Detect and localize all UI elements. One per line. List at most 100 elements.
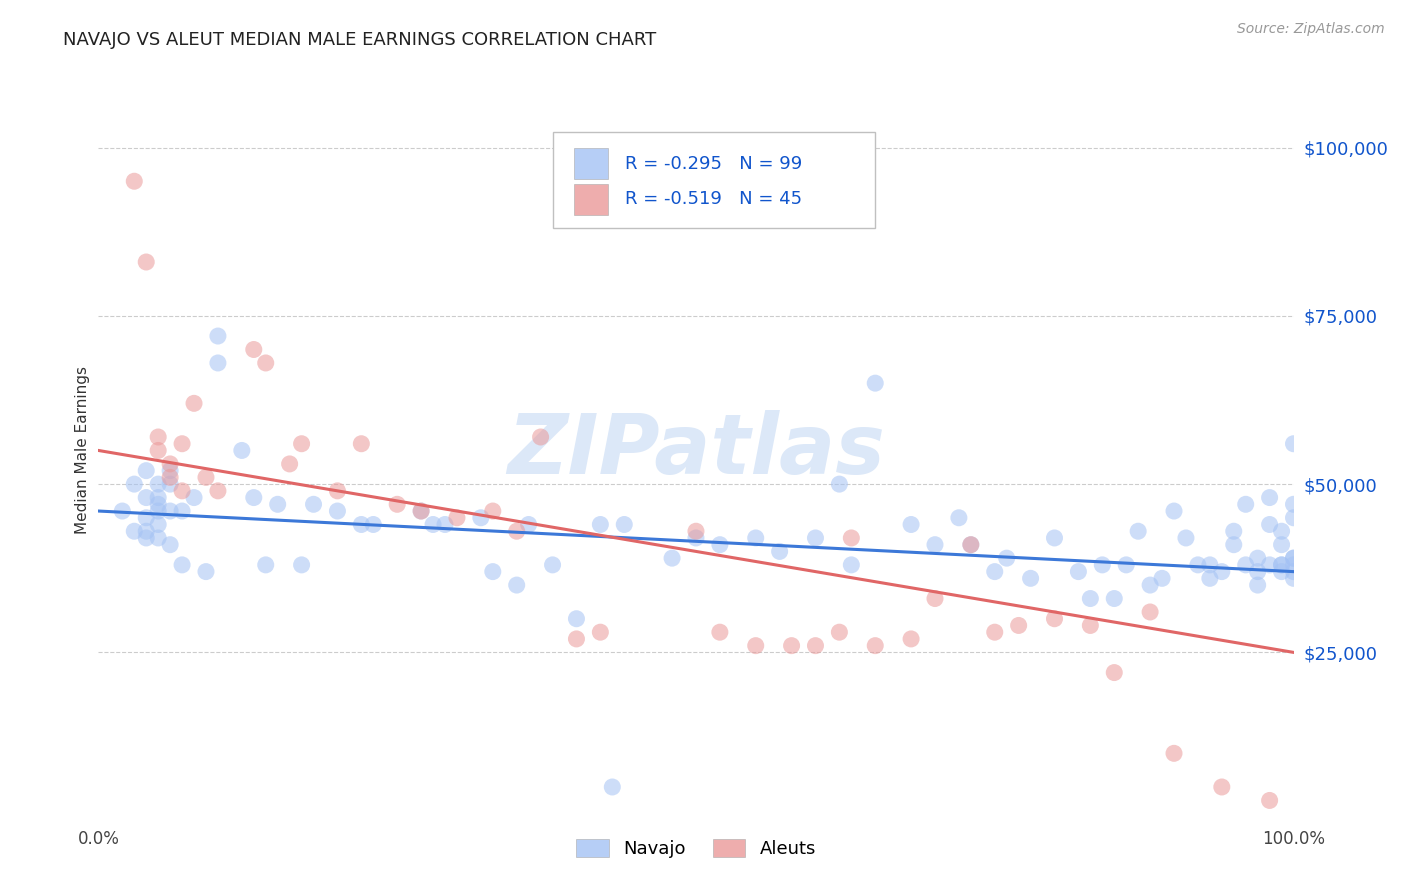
Point [159, 504, 181, 518]
Point [995, 551, 1018, 566]
Text: Source: ZipAtlas.com: Source: ZipAtlas.com [1237, 22, 1385, 37]
Point [135, 464, 157, 478]
Point [709, 538, 731, 552]
Point [1223, 538, 1246, 552]
Point [1271, 538, 1294, 552]
Point [589, 625, 612, 640]
Point [865, 639, 887, 653]
Point [1019, 571, 1042, 585]
Point [1211, 565, 1233, 579]
Point [709, 625, 731, 640]
Point [1282, 558, 1305, 572]
Point [124, 524, 146, 539]
Point [661, 551, 683, 566]
Point [111, 504, 134, 518]
FancyBboxPatch shape [574, 148, 607, 179]
Point [1271, 558, 1294, 572]
Point [841, 531, 863, 545]
Point [159, 464, 181, 478]
Point [1152, 571, 1174, 585]
Point [124, 477, 146, 491]
Point [350, 436, 373, 450]
FancyBboxPatch shape [553, 132, 876, 228]
Point [446, 510, 468, 524]
Point [1282, 571, 1305, 585]
Point [828, 477, 851, 491]
Point [350, 517, 373, 532]
Point [960, 538, 983, 552]
FancyBboxPatch shape [574, 184, 607, 215]
Point [159, 470, 181, 484]
Point [243, 491, 266, 505]
Point [1282, 436, 1305, 450]
Point [363, 517, 385, 532]
Point [135, 255, 157, 269]
Point [1043, 612, 1066, 626]
Point [804, 531, 827, 545]
Point [900, 632, 922, 646]
Point [613, 517, 636, 532]
Point [148, 504, 170, 518]
Point [254, 356, 277, 370]
Point [506, 578, 529, 592]
Point [481, 565, 505, 579]
Point [1271, 565, 1294, 579]
Point [1271, 524, 1294, 539]
Point [1282, 551, 1305, 566]
Text: R = -0.295   N = 99: R = -0.295 N = 99 [626, 155, 803, 173]
Point [172, 436, 194, 450]
Point [960, 538, 983, 552]
Point [1115, 558, 1137, 572]
Point [267, 497, 290, 511]
Point [195, 565, 218, 579]
Point [1258, 491, 1281, 505]
Point [1067, 565, 1090, 579]
Point [589, 517, 612, 532]
Point [207, 483, 229, 498]
Point [481, 504, 505, 518]
Legend: Navajo, Aleuts: Navajo, Aleuts [567, 830, 825, 867]
Point [148, 443, 170, 458]
Text: NAVAJO VS ALEUT MEDIAN MALE EARNINGS CORRELATION CHART: NAVAJO VS ALEUT MEDIAN MALE EARNINGS COR… [63, 31, 657, 49]
Point [135, 491, 157, 505]
Point [984, 625, 1007, 640]
Point [291, 436, 314, 450]
Point [422, 517, 444, 532]
Point [841, 558, 863, 572]
Point [172, 558, 194, 572]
Point [183, 396, 205, 410]
Point [148, 477, 170, 491]
Point [470, 510, 492, 524]
Point [1091, 558, 1114, 572]
Point [1139, 578, 1161, 592]
Point [183, 491, 205, 505]
Point [135, 524, 157, 539]
Point [148, 517, 170, 532]
Point [1104, 591, 1126, 606]
Point [1175, 531, 1198, 545]
Point [1128, 524, 1150, 539]
Point [1211, 780, 1233, 794]
Point [1080, 618, 1102, 632]
Point [685, 524, 707, 539]
Point [565, 612, 588, 626]
Point [1163, 504, 1185, 518]
Point [148, 497, 170, 511]
Point [385, 497, 409, 511]
Point [148, 491, 170, 505]
Point [1199, 571, 1222, 585]
Point [1187, 558, 1209, 572]
Point [411, 504, 433, 518]
Point [506, 524, 529, 539]
Text: ZIPatlas: ZIPatlas [508, 410, 884, 491]
Point [159, 457, 181, 471]
Point [411, 504, 433, 518]
Point [745, 531, 768, 545]
Point [159, 538, 181, 552]
Point [1104, 665, 1126, 680]
Point [1234, 497, 1257, 511]
Y-axis label: Median Male Earnings: Median Male Earnings [75, 367, 90, 534]
Point [148, 531, 170, 545]
Point [302, 497, 325, 511]
Point [530, 430, 553, 444]
